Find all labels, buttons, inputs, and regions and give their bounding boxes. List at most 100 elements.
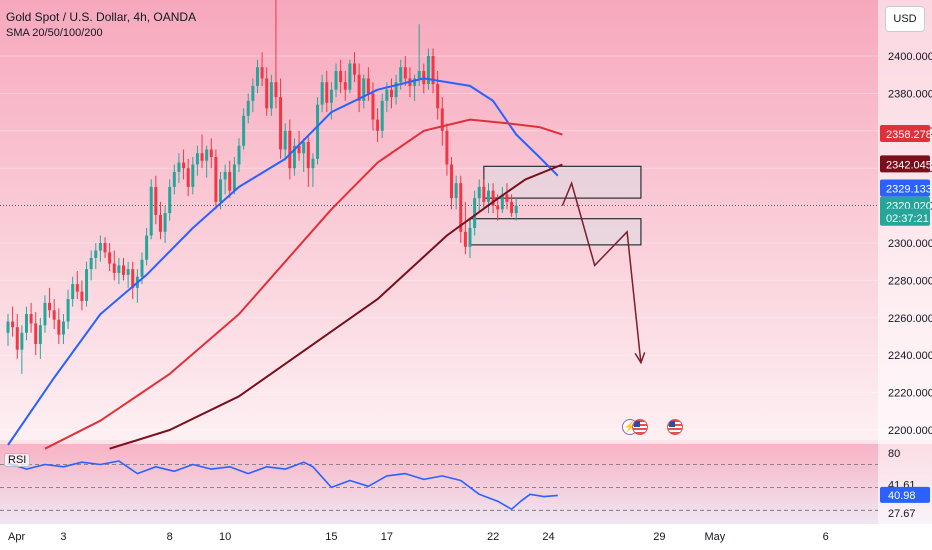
candle-body[interactable]: [48, 302, 52, 311]
candle-body[interactable]: [265, 78, 269, 109]
candle-body[interactable]: [131, 269, 135, 288]
candle-body[interactable]: [362, 78, 366, 101]
candle-body[interactable]: [57, 319, 61, 335]
candle-body[interactable]: [500, 194, 504, 210]
candle-body[interactable]: [255, 67, 259, 86]
candle-body[interactable]: [154, 186, 158, 215]
candle-body[interactable]: [491, 190, 495, 206]
candle-body[interactable]: [251, 85, 255, 101]
candle-body[interactable]: [454, 183, 458, 199]
candle-body[interactable]: [445, 130, 449, 165]
candle-body[interactable]: [205, 149, 209, 161]
candle-body[interactable]: [311, 158, 315, 169]
candle-body[interactable]: [61, 321, 65, 335]
candle-body[interactable]: [482, 186, 486, 202]
candle-body[interactable]: [85, 269, 89, 301]
candle-body[interactable]: [385, 89, 389, 101]
candle-body[interactable]: [34, 323, 38, 344]
candle-body[interactable]: [172, 171, 176, 187]
candle-body[interactable]: [417, 70, 421, 79]
candle-body[interactable]: [186, 168, 190, 187]
candle-body[interactable]: [15, 327, 19, 350]
candle-body[interactable]: [195, 153, 199, 165]
sma-50-line[interactable]: [44, 118, 563, 450]
us-flag-icon[interactable]: [632, 419, 648, 435]
candle-body[interactable]: [219, 179, 223, 202]
candle-body[interactable]: [269, 82, 273, 109]
candle-body[interactable]: [6, 321, 10, 333]
time-axis[interactable]: Apr 3 8 10 15 17 22 24 29 May 6: [8, 531, 829, 543]
candle-body[interactable]: [75, 284, 79, 292]
candle-body[interactable]: [459, 183, 463, 232]
candle-body[interactable]: [343, 82, 347, 90]
candle-body[interactable]: [140, 259, 144, 277]
candle-body[interactable]: [302, 142, 306, 154]
candle-body[interactable]: [149, 186, 153, 236]
currency-button[interactable]: USD: [885, 6, 925, 32]
candle-body[interactable]: [380, 100, 384, 131]
candle-body[interactable]: [145, 235, 149, 260]
candle-body[interactable]: [306, 142, 310, 169]
projection-path[interactable]: [561, 180, 642, 363]
candle-body[interactable]: [486, 190, 490, 202]
candle-body[interactable]: [473, 198, 477, 229]
symbol-title[interactable]: Gold Spot / U.S. Dollar, 4h, OANDA: [6, 10, 197, 24]
candle-body[interactable]: [117, 265, 121, 273]
candle-body[interactable]: [426, 56, 430, 85]
candle-body[interactable]: [431, 56, 435, 85]
candle-body[interactable]: [274, 82, 278, 98]
candle-body[interactable]: [103, 243, 107, 253]
candle-body[interactable]: [209, 149, 213, 157]
candle-body[interactable]: [182, 162, 186, 169]
candle-body[interactable]: [357, 74, 361, 101]
candle-body[interactable]: [440, 108, 444, 131]
candle-body[interactable]: [477, 186, 481, 199]
candle-body[interactable]: [246, 100, 250, 116]
candle-body[interactable]: [71, 284, 75, 300]
candle-body[interactable]: [43, 302, 47, 326]
rsi-indicator-label[interactable]: RSI: [4, 453, 31, 467]
candle-body[interactable]: [510, 201, 514, 214]
candle-body[interactable]: [450, 164, 454, 199]
candle-body[interactable]: [329, 89, 333, 103]
candle-body[interactable]: [413, 78, 417, 86]
candle-body[interactable]: [316, 104, 320, 159]
candle-body[interactable]: [353, 63, 356, 75]
candle-body[interactable]: [399, 67, 403, 83]
candle-body[interactable]: [371, 93, 375, 120]
candle-body[interactable]: [11, 321, 15, 328]
candle-body[interactable]: [436, 84, 440, 109]
indicator-label[interactable]: SMA 20/50/100/200: [6, 27, 103, 39]
candle-body[interactable]: [191, 164, 195, 187]
sma-100-line[interactable]: [109, 163, 563, 450]
candle-body[interactable]: [325, 82, 329, 103]
candle-body[interactable]: [168, 186, 172, 214]
candle-body[interactable]: [348, 63, 352, 90]
candle-body[interactable]: [279, 97, 283, 150]
candle-body[interactable]: [20, 332, 24, 350]
candle-body[interactable]: [496, 205, 500, 210]
support-resistance-zone[interactable]: [469, 218, 642, 246]
candle-body[interactable]: [29, 314, 33, 324]
candle-body[interactable]: [223, 171, 227, 180]
candle-body[interactable]: [112, 263, 116, 273]
candle-body[interactable]: [288, 130, 292, 169]
candle-body[interactable]: [126, 269, 130, 275]
candle-body[interactable]: [260, 67, 264, 79]
candle-body[interactable]: [394, 82, 398, 98]
candle-body[interactable]: [228, 171, 232, 191]
price-axis-background[interactable]: [878, 0, 932, 524]
candle-body[interactable]: [108, 252, 112, 264]
candle-body[interactable]: [158, 214, 162, 232]
us-flag-icon[interactable]: [667, 419, 683, 435]
candle-body[interactable]: [297, 145, 301, 154]
candle-body[interactable]: [98, 243, 102, 251]
candle-body[interactable]: [339, 70, 343, 83]
candle-body[interactable]: [320, 82, 324, 105]
candle-body[interactable]: [376, 119, 380, 131]
candle-body[interactable]: [232, 164, 236, 191]
candle-body[interactable]: [242, 115, 246, 146]
pane-separator[interactable]: [0, 440, 932, 444]
candle-body[interactable]: [505, 194, 509, 202]
candle-body[interactable]: [292, 145, 296, 169]
